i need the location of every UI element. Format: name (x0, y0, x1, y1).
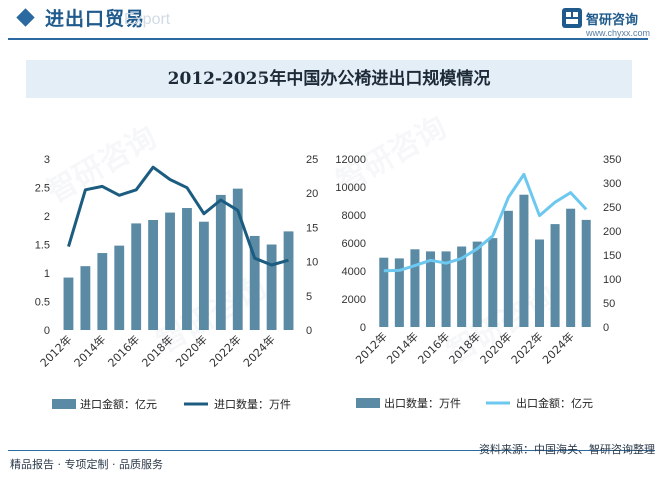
y-right-tick-label: 15 (306, 222, 318, 234)
y-right-tick-label: 100 (603, 274, 621, 286)
x-tick-label: 2022年 (508, 329, 545, 366)
y-right-tick-label: 0 (603, 322, 609, 334)
x-tick-label: 2018年 (139, 332, 176, 369)
data-source: 资料来源：中国海关、智研咨询整理 (479, 443, 655, 456)
y-right-tick-label: 10 (306, 257, 318, 269)
y-right-tick-label: 50 (603, 298, 615, 310)
bar (114, 245, 125, 330)
legend-bar-swatch (52, 399, 76, 409)
bar (283, 231, 294, 330)
chart-2: 0 2000 4000 6000 8000 10000 12000 0 50 100 150 200 2… (335, 154, 621, 410)
series-line (383, 172, 588, 273)
y-right-tick-label: 5 (306, 291, 312, 303)
y-right-tick-label: 0 (306, 325, 312, 337)
bar (410, 249, 420, 327)
y-left-tick-label: 6000 (342, 238, 366, 250)
bar (232, 188, 243, 330)
y-right-tick-label: 200 (603, 226, 621, 238)
bar (488, 238, 498, 327)
legend-bar-label: 进口金额：亿元 (80, 397, 157, 411)
y-left-tick-label: 2.5 (35, 183, 50, 195)
y-left-tick-label: 2000 (342, 294, 366, 306)
y-left-tick-label: 10000 (335, 182, 366, 194)
x-tick-label: 2020年 (173, 332, 210, 369)
bar (503, 210, 513, 327)
header: 进出口贸易 Export 智研咨询 www.chyxx.com (0, 0, 663, 40)
bar (534, 239, 545, 327)
bar (566, 208, 576, 327)
legend-line-label: 进口数量：万件 (214, 398, 291, 411)
brand-logo-icon (562, 8, 582, 28)
x-tick-label: 2012年 (37, 332, 74, 369)
legend-bar-label: 出口数量：万件 (384, 396, 461, 410)
header-watermark-text: Export (124, 11, 171, 28)
legend-bar-swatch (356, 398, 380, 408)
header-divider (8, 38, 648, 40)
brand-name: 智研咨询 (586, 13, 639, 28)
x-tick-label: 2018年 (446, 329, 483, 366)
y-left-tick-label: 0 (44, 325, 50, 337)
bar (63, 277, 74, 330)
y-right-tick-label: 20 (306, 188, 318, 200)
chart-1: 00.511.522.5305101520252012年2014年2016年20… (35, 154, 319, 411)
y-left-tick-label: 8000 (342, 210, 366, 222)
page-title: 进出口贸易 (45, 8, 146, 30)
bar (80, 266, 91, 330)
x-tick-label: 2014年 (384, 329, 421, 366)
footer-divider (8, 450, 655, 451)
bar (519, 194, 529, 327)
bar (266, 244, 277, 330)
x-tick-label: 2016年 (105, 332, 142, 369)
x-tick-label: 2016年 (415, 329, 452, 366)
bar (441, 251, 451, 327)
legend-line-label: 出口金额：亿元 (516, 396, 593, 410)
chart-title: 2012-2025年中国办公椅进出口规模情况 (167, 69, 491, 89)
bar (550, 224, 560, 327)
bar (394, 258, 404, 327)
y-left-tick-label: 0 (360, 322, 366, 334)
bar (425, 251, 436, 327)
y-left-tick-label: 1.5 (35, 240, 50, 252)
bar (215, 194, 226, 330)
y-left-tick-label: 1 (44, 268, 50, 280)
x-tick-label: 2022年 (206, 332, 243, 369)
y-right-tick-label: 300 (603, 178, 621, 190)
x-tick-label: 2014年 (71, 332, 108, 369)
y-left-tick-label: 3 (44, 154, 50, 166)
bar (148, 219, 159, 330)
bar (182, 208, 192, 330)
x-tick-label: 2024年 (539, 329, 576, 366)
x-tick-label: 2024年 (240, 332, 277, 369)
bar (249, 235, 260, 330)
title-band (26, 60, 632, 98)
bar (97, 253, 108, 330)
bar (581, 219, 591, 327)
bar (198, 221, 209, 330)
y-right-tick-label: 150 (603, 250, 621, 262)
bar (472, 241, 482, 327)
brand-url: www.chyxx.com (586, 28, 651, 38)
y-right-tick-label: 250 (603, 202, 621, 214)
y-right-tick-label: 350 (603, 154, 621, 166)
y-right-tick-label: 25 (306, 154, 318, 166)
bar (131, 223, 142, 330)
bar (457, 246, 467, 327)
bar (379, 257, 389, 327)
y-left-tick-label: 12000 (335, 154, 366, 166)
x-tick-label: 2012年 (352, 329, 389, 366)
bar (165, 212, 175, 330)
y-left-tick-label: 4000 (342, 266, 366, 278)
y-left-tick-label: 2 (44, 211, 50, 223)
series-line (67, 165, 289, 267)
x-tick-label: 2020年 (477, 329, 514, 366)
footer-tagline: 精品报告 · 专项定制 · 品质服务 (10, 458, 163, 471)
y-left-tick-label: 0.5 (35, 297, 50, 309)
